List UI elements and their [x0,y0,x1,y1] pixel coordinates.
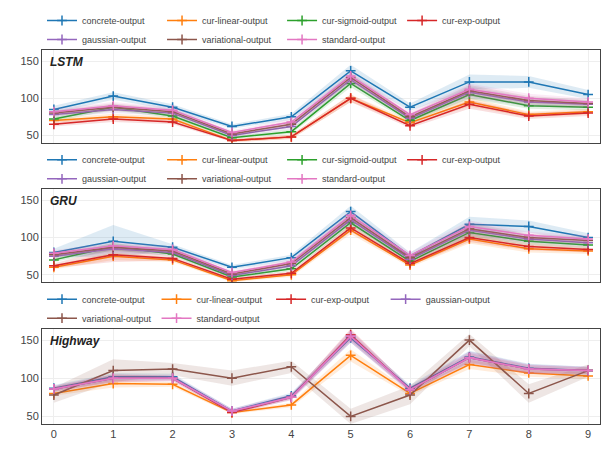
svg-text:7: 7 [466,428,472,440]
svg-text:cur-linear-output: cur-linear-output [197,295,263,305]
svg-text:cur-exp-output: cur-exp-output [442,155,501,165]
svg-text:3: 3 [229,428,235,440]
svg-text:6: 6 [407,428,413,440]
svg-text:variational-output: variational-output [202,174,272,184]
svg-text:GRU: GRU [50,194,77,208]
svg-text:variational-output: variational-output [82,314,152,324]
svg-text:concrete-output: concrete-output [82,295,145,305]
svg-text:50: 50 [27,410,39,422]
svg-text:100: 100 [20,231,38,243]
svg-text:cur-sigmoid-output: cur-sigmoid-output [322,16,397,26]
svg-text:cur-sigmoid-output: cur-sigmoid-output [322,155,397,165]
svg-text:Highway: Highway [50,334,101,348]
svg-text:0: 0 [51,428,57,440]
svg-text:150: 150 [20,194,38,206]
svg-text:9: 9 [585,428,591,440]
svg-text:4: 4 [288,428,294,440]
svg-text:50: 50 [27,269,39,281]
svg-text:2: 2 [170,428,176,440]
svg-text:gaussian-output: gaussian-output [82,174,147,184]
svg-text:concrete-output: concrete-output [82,155,145,165]
svg-text:100: 100 [20,92,38,104]
svg-text:cur-linear-output: cur-linear-output [202,155,268,165]
svg-text:cur-exp-output: cur-exp-output [442,16,501,26]
svg-text:150: 150 [20,334,38,346]
svg-text:5: 5 [348,428,354,440]
svg-text:standard-output: standard-output [322,174,386,184]
svg-text:50: 50 [27,129,39,141]
svg-text:1: 1 [110,428,116,440]
svg-text:gaussian-output: gaussian-output [82,35,147,45]
svg-text:gaussian-output: gaussian-output [426,295,491,305]
svg-text:100: 100 [20,372,38,384]
svg-text:cur-linear-output: cur-linear-output [202,16,268,26]
svg-text:standard-output: standard-output [197,314,261,324]
svg-text:standard-output: standard-output [322,35,386,45]
svg-text:concrete-output: concrete-output [82,16,145,26]
svg-text:8: 8 [526,428,532,440]
svg-text:variational-output: variational-output [202,35,272,45]
svg-text:LSTM: LSTM [50,55,84,69]
svg-text:cur-exp-output: cur-exp-output [311,295,370,305]
svg-text:150: 150 [20,55,38,67]
